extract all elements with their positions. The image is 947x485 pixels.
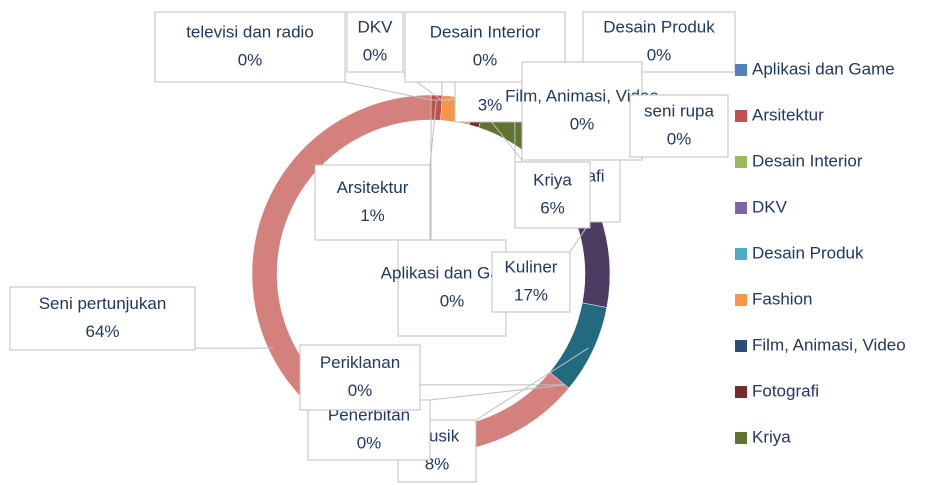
- data-label-box: [346, 11, 404, 73]
- data-label-value: 0%: [570, 114, 595, 133]
- data-label-box: [314, 164, 431, 241]
- data-label-value: 0%: [473, 50, 498, 69]
- data-label-name: Arsitektur: [337, 178, 409, 197]
- data-label-value: 1%: [360, 206, 385, 225]
- legend-label: DKV: [752, 197, 788, 216]
- data-label-name: Seni pertunjukan: [39, 294, 167, 313]
- leader-line: [475, 347, 589, 421]
- data-label-name: Kriya: [533, 170, 572, 189]
- legend-label: Arsitektur: [752, 105, 824, 124]
- data-label-value: 0%: [357, 433, 382, 452]
- legend-swatch: [735, 294, 747, 306]
- data-label-name: Film, Animasi, Video: [505, 86, 659, 105]
- data-label-value: 0%: [238, 50, 263, 69]
- data-label-box: [514, 161, 591, 229]
- data-label-value: 3%: [478, 95, 503, 114]
- legend-swatch: [735, 432, 747, 444]
- data-label-value: 0%: [647, 45, 672, 64]
- data-label-box: [9, 286, 196, 351]
- data-label-name: Aplikasi dan Game: [381, 263, 524, 282]
- legend-swatch: [735, 340, 747, 352]
- leader-line: [344, 81, 432, 101]
- data-label-name: DKV: [358, 17, 394, 36]
- data-label-box: [491, 251, 571, 313]
- legend-swatch: [735, 110, 747, 122]
- data-label-name: televisi dan radio: [186, 22, 314, 41]
- data-label-name: Desain Interior: [430, 22, 541, 41]
- data-label-value: 8%: [425, 454, 450, 473]
- data-label-box: [299, 344, 421, 411]
- legend-label: Film, Animasi, Video: [752, 335, 906, 354]
- data-label-box: [397, 239, 507, 337]
- data-label-value: 0%: [667, 129, 692, 148]
- legend-label: Desain Produk: [752, 243, 864, 262]
- legend-label: Aplikasi dan Game: [752, 59, 895, 78]
- data-label-box: [521, 61, 643, 161]
- legend-swatch: [735, 64, 747, 76]
- data-label-value: 64%: [85, 322, 119, 341]
- legend-swatch: [735, 386, 747, 398]
- data-label-box: [154, 11, 346, 83]
- legend-swatch: [735, 156, 747, 168]
- data-label-value: 6%: [540, 198, 565, 217]
- data-label-name: Kuliner: [505, 257, 558, 276]
- data-label-name: Desain Produk: [603, 17, 715, 36]
- data-label-name: seni rupa: [644, 101, 714, 120]
- data-label-value: 17%: [514, 285, 548, 304]
- legend-label: Fotografi: [752, 381, 819, 400]
- data-label-value: 0%: [363, 45, 388, 64]
- legend-label: Fashion: [752, 289, 812, 308]
- data-label-box: [629, 94, 729, 158]
- donut-segment: [549, 302, 608, 389]
- legend-swatch: [735, 202, 747, 214]
- leader-line: [429, 384, 566, 401]
- data-label-value: 0%: [440, 291, 465, 310]
- data-label-value: 0%: [348, 381, 373, 400]
- legend-swatch: [735, 248, 747, 260]
- legend-label: Kriya: [752, 427, 791, 446]
- data-label-name: Periklanan: [320, 353, 400, 372]
- legend-label: Desain Interior: [752, 151, 863, 170]
